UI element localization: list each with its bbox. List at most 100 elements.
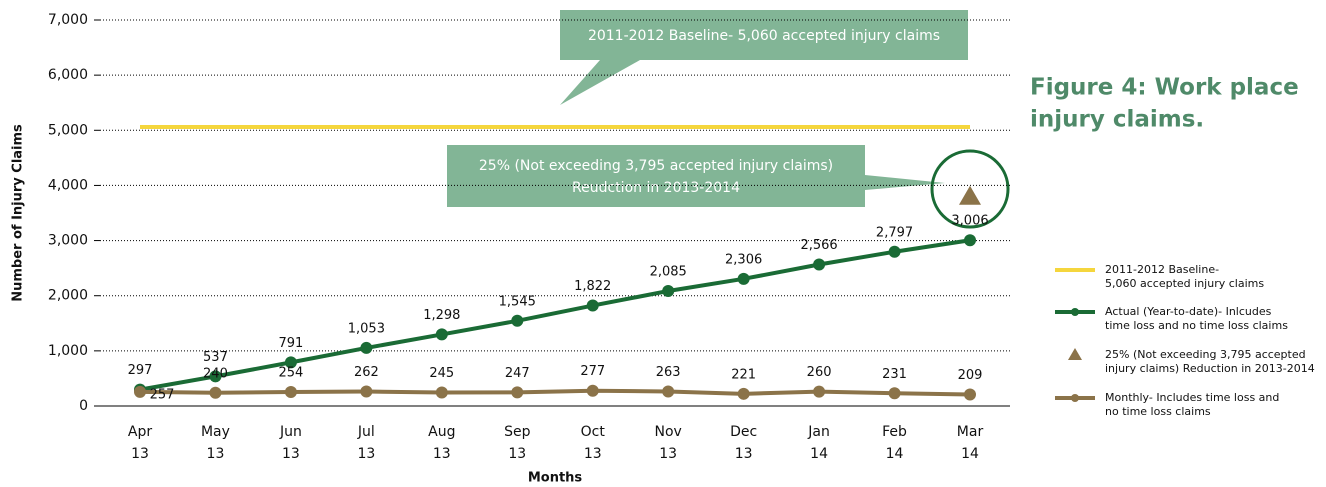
- legend-label: Actual (Year-to-date)- Inlcudes: [1105, 305, 1272, 318]
- data-label: 257: [150, 387, 175, 402]
- x-tick-label: Sep: [504, 424, 531, 440]
- callout-box: [447, 145, 945, 207]
- data-label: 231: [882, 367, 907, 382]
- y-tick-label: 6,000: [48, 67, 88, 83]
- x-tick-label: 14: [886, 446, 904, 462]
- point: [964, 234, 976, 247]
- x-tick-label: 13: [282, 446, 300, 462]
- x-tick-label: Oct: [581, 424, 606, 440]
- data-label: 791: [278, 336, 303, 351]
- x-tick-label: Feb: [882, 424, 907, 440]
- annotation: 2011-2012 Baseline- 5,060 accepted injur…: [588, 28, 940, 44]
- y-tick-label: 0: [79, 398, 88, 414]
- x-tick-label: 13: [357, 446, 375, 462]
- point: [586, 299, 599, 312]
- point: [813, 258, 826, 271]
- x-tick-label: Nov: [655, 424, 682, 440]
- point: [737, 272, 750, 285]
- legend-label: 2011-2012 Baseline-: [1105, 263, 1219, 276]
- data-label: 254: [278, 365, 303, 380]
- point: [662, 285, 675, 298]
- legend-symbol: [1071, 308, 1079, 316]
- x-tick-label: May: [201, 424, 230, 440]
- legend-symbol: [1068, 348, 1082, 360]
- annotation: 25% (Not exceeding 3,795 accepted injury…: [479, 158, 833, 174]
- callout-box: [560, 10, 968, 105]
- point: [888, 387, 901, 400]
- x-axis-label: Months: [528, 471, 583, 486]
- point: [964, 388, 976, 401]
- x-tick-label: 13: [131, 446, 149, 462]
- data-label: 262: [354, 365, 379, 380]
- point: [888, 245, 901, 258]
- data-label: 221: [731, 367, 756, 382]
- x-tick-label: Jun: [279, 424, 302, 440]
- x-tick-label: 13: [659, 446, 677, 462]
- data-label: 277: [580, 364, 605, 379]
- target-marker: [959, 185, 981, 205]
- x-tick-label: Aug: [428, 424, 455, 440]
- x-tick-label: Dec: [730, 424, 757, 440]
- data-label: 240: [203, 366, 228, 381]
- highlight-circle: [930, 149, 1010, 229]
- point: [737, 387, 750, 400]
- legend-label: 25% (Not exceeding 3,795 accepted: [1105, 348, 1306, 361]
- x-tick-label: Apr: [128, 424, 152, 440]
- point: [284, 356, 297, 369]
- x-tick-label: 14: [810, 446, 828, 462]
- x-tick-label: 13: [735, 446, 753, 462]
- x-tick-label: Mar: [957, 424, 984, 440]
- annotation: Reudction in 2013-2014: [572, 180, 740, 196]
- point: [813, 385, 826, 398]
- point: [662, 385, 675, 398]
- data-label: 263: [656, 365, 681, 380]
- point: [511, 386, 524, 399]
- legend-label: Monthly- Includes time loss and: [1105, 391, 1279, 404]
- data-label: 297: [128, 363, 153, 378]
- x-tick-label: Jan: [807, 424, 830, 440]
- data-label: 3,006: [951, 214, 988, 229]
- data-label: 2,085: [650, 265, 687, 280]
- legend-label: injury claims) Reduction in 2013-2014: [1105, 362, 1315, 375]
- legend-label: no time loss claims: [1105, 405, 1211, 418]
- y-tick-label: 1,000: [48, 343, 88, 359]
- data-label: 2,306: [725, 252, 762, 267]
- point: [586, 384, 599, 397]
- y-tick-label: 3,000: [48, 233, 88, 249]
- series-line: [139, 388, 971, 397]
- y-tick-label: 2,000: [48, 288, 88, 304]
- data-label: 1,822: [574, 279, 611, 294]
- data-label: 209: [958, 368, 983, 383]
- legend-label: 5,060 accepted injury claims: [1105, 277, 1264, 290]
- y-tick-label: 4,000: [48, 177, 88, 193]
- data-label: 260: [807, 365, 832, 380]
- x-tick-label: 13: [433, 446, 451, 462]
- data-label: 1,053: [348, 321, 385, 336]
- data-label: 537: [203, 350, 228, 365]
- point: [435, 386, 448, 399]
- point: [209, 370, 222, 383]
- data-label: 1,298: [423, 308, 460, 323]
- point: [511, 314, 524, 327]
- data-label: 245: [429, 366, 454, 381]
- data-label: 247: [505, 366, 530, 381]
- point: [360, 341, 373, 354]
- y-tick-label: 7,000: [48, 12, 88, 28]
- chart-title: injury claims.: [1030, 107, 1204, 133]
- data-label: 2,566: [800, 238, 837, 253]
- point: [284, 385, 297, 398]
- x-tick-label: 13: [207, 446, 225, 462]
- data-label: 2,797: [876, 225, 913, 240]
- data-label: 1,545: [499, 294, 536, 309]
- point: [360, 385, 373, 398]
- y-tick-label: 5,000: [48, 122, 88, 138]
- x-tick-label: 13: [508, 446, 526, 462]
- point: [435, 328, 448, 341]
- legend-symbol: [1071, 394, 1079, 402]
- series-line: [139, 238, 971, 392]
- y-axis-label: Number of Injury Claims: [11, 124, 26, 302]
- point: [134, 385, 146, 398]
- point: [209, 386, 222, 399]
- x-tick-label: Jul: [357, 424, 375, 440]
